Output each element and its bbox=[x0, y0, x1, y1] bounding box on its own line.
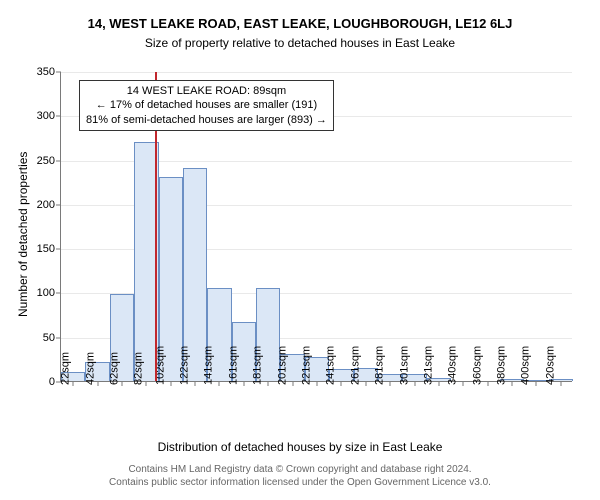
property-annotation-box: 14 WEST LEAKE ROAD: 89sqm ← 17% of detac… bbox=[79, 80, 334, 131]
xtick-mark bbox=[463, 381, 464, 386]
xtick-mark bbox=[341, 381, 342, 386]
xtick-mark bbox=[414, 381, 415, 386]
xtick-label: 122sqm bbox=[179, 346, 191, 385]
xtick-label: 42sqm bbox=[84, 352, 96, 385]
xtick-label: 340sqm bbox=[447, 346, 459, 385]
xtick-mark bbox=[195, 381, 196, 386]
xtick-mark bbox=[390, 381, 391, 386]
xtick-mark bbox=[97, 381, 98, 386]
xtick-label: 161sqm bbox=[227, 346, 239, 385]
chart-title-address: 14, WEST LEAKE ROAD, EAST LEAKE, LOUGHBO… bbox=[0, 16, 600, 31]
gridline-y bbox=[61, 72, 572, 73]
xtick-mark bbox=[268, 381, 269, 386]
xtick-label: 400sqm bbox=[520, 346, 532, 385]
y-axis-label: Number of detached properties bbox=[16, 152, 30, 317]
xtick-mark bbox=[560, 381, 561, 386]
ytick-label: 200 bbox=[37, 199, 61, 211]
xtick-mark bbox=[292, 381, 293, 386]
attribution-line-1: Contains HM Land Registry data © Crown c… bbox=[0, 464, 600, 477]
attribution-text: Contains HM Land Registry data © Crown c… bbox=[0, 464, 600, 489]
ytick-label: 250 bbox=[37, 155, 61, 167]
xtick-mark bbox=[438, 381, 439, 386]
property-size-chart: 14, WEST LEAKE ROAD, EAST LEAKE, LOUGHBO… bbox=[0, 0, 600, 500]
annotation-line-2: ← 17% of detached houses are smaller (19… bbox=[86, 98, 327, 112]
xtick-mark bbox=[121, 381, 122, 386]
ytick-label: 300 bbox=[37, 110, 61, 122]
xtick-mark bbox=[170, 381, 171, 386]
x-axis-label: Distribution of detached houses by size … bbox=[0, 440, 600, 454]
xtick-mark bbox=[512, 381, 513, 386]
xtick-label: 221sqm bbox=[300, 346, 312, 385]
xtick-label: 301sqm bbox=[398, 346, 410, 385]
xtick-label: 261sqm bbox=[349, 346, 361, 385]
xtick-label: 181sqm bbox=[252, 346, 264, 385]
xtick-label: 281sqm bbox=[374, 346, 386, 385]
attribution-line-2: Contains public sector information licen… bbox=[0, 477, 600, 490]
plot-area: 05010015020025030035022sqm42sqm62sqm82sq… bbox=[60, 72, 572, 382]
xtick-mark bbox=[243, 381, 244, 386]
ytick-label: 50 bbox=[43, 332, 61, 344]
xtick-label: 321sqm bbox=[422, 346, 434, 385]
xtick-label: 141sqm bbox=[203, 346, 215, 385]
xtick-mark bbox=[146, 381, 147, 386]
xtick-mark bbox=[73, 381, 74, 386]
xtick-label: 360sqm bbox=[471, 346, 483, 385]
xtick-mark bbox=[317, 381, 318, 386]
xtick-label: 82sqm bbox=[133, 352, 145, 385]
chart-subtitle: Size of property relative to detached ho… bbox=[0, 36, 600, 50]
xtick-label: 380sqm bbox=[495, 346, 507, 385]
xtick-label: 22sqm bbox=[60, 352, 72, 385]
xtick-mark bbox=[487, 381, 488, 386]
annotation-line-1: 14 WEST LEAKE ROAD: 89sqm bbox=[86, 84, 327, 98]
xtick-label: 241sqm bbox=[325, 346, 337, 385]
xtick-label: 201sqm bbox=[276, 346, 288, 385]
xtick-label: 62sqm bbox=[108, 352, 120, 385]
annotation-line-3: 81% of semi-detached houses are larger (… bbox=[86, 113, 327, 127]
xtick-mark bbox=[536, 381, 537, 386]
xtick-label: 420sqm bbox=[544, 346, 556, 385]
ytick-label: 150 bbox=[37, 243, 61, 255]
xtick-mark bbox=[365, 381, 366, 386]
xtick-mark bbox=[219, 381, 220, 386]
ytick-label: 100 bbox=[37, 287, 61, 299]
ytick-label: 350 bbox=[37, 66, 61, 78]
